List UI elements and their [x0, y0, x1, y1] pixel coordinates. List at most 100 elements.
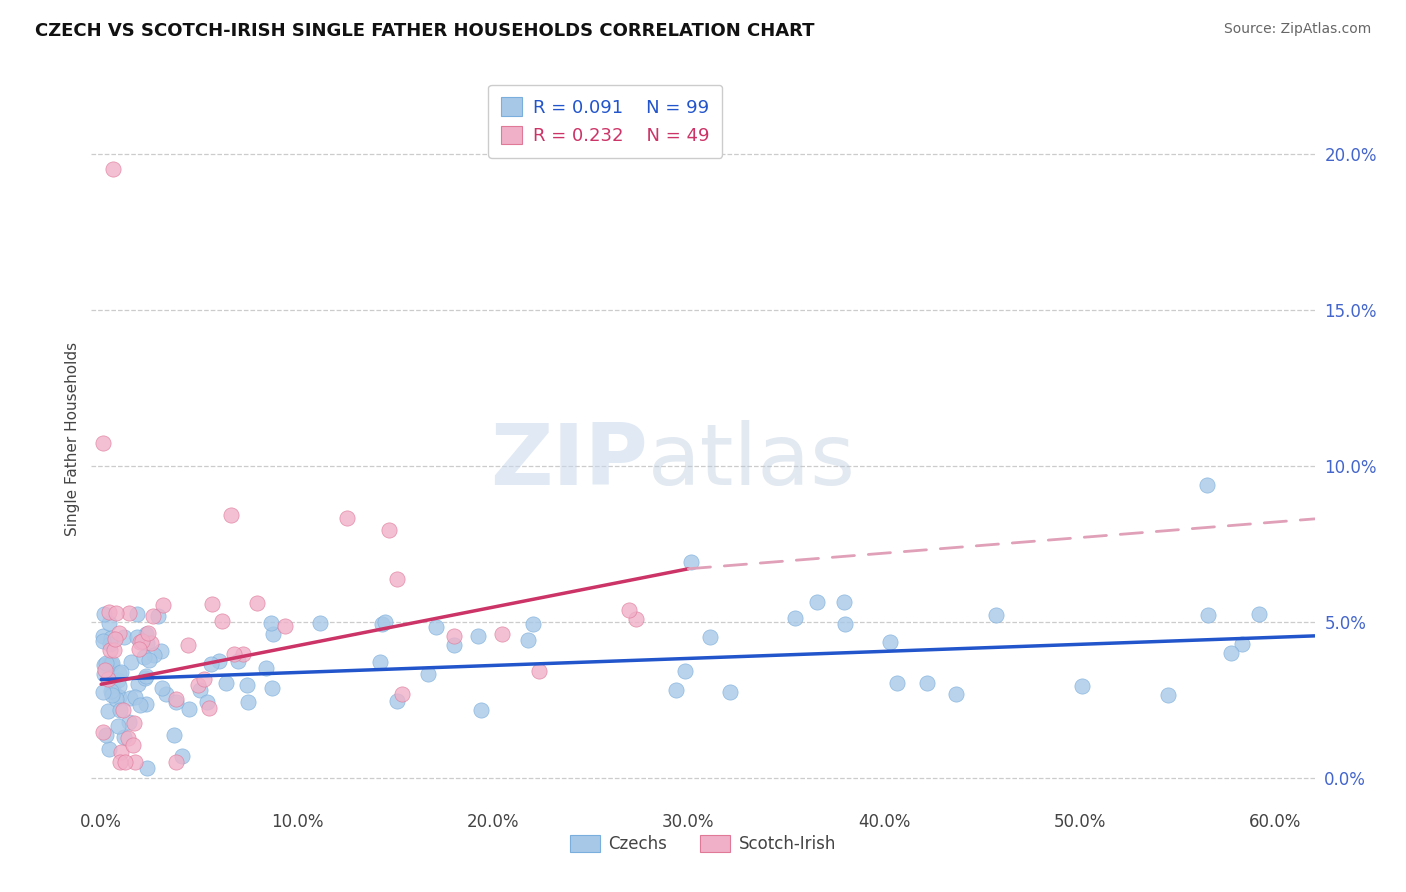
- Point: [527, 665, 550, 679]
- Point: [134, 649, 156, 664]
- Point: [131, 633, 153, 648]
- Point: [101, 683, 124, 698]
- Point: [150, 681, 173, 695]
- Point: [219, 508, 242, 522]
- Point: [114, 756, 136, 770]
- Point: [129, 634, 152, 648]
- Point: [107, 719, 129, 733]
- Point: [93, 685, 115, 699]
- Point: [94, 663, 117, 677]
- Point: [443, 638, 465, 652]
- Point: [1232, 637, 1254, 651]
- Point: [127, 631, 149, 645]
- Point: [118, 714, 141, 729]
- Point: [142, 609, 165, 624]
- Point: [235, 678, 257, 692]
- Point: [97, 672, 120, 686]
- Point: [122, 716, 145, 731]
- Text: CZECH VS SCOTCH-IRISH SINGLE FATHER HOUSEHOLDS CORRELATION CHART: CZECH VS SCOTCH-IRISH SINGLE FATHER HOUS…: [35, 22, 814, 40]
- Point: [879, 635, 901, 649]
- Point: [135, 697, 157, 711]
- Point: [517, 632, 540, 647]
- Point: [374, 615, 396, 630]
- Point: [228, 654, 250, 668]
- Point: [93, 657, 115, 672]
- Point: [124, 690, 146, 705]
- Point: [141, 635, 163, 649]
- Point: [165, 756, 187, 770]
- Point: [108, 756, 131, 770]
- Point: [195, 695, 218, 709]
- Point: [112, 630, 135, 644]
- Point: [96, 704, 118, 718]
- Point: [98, 657, 121, 671]
- Point: [120, 655, 142, 669]
- Point: [98, 643, 121, 657]
- Point: [1247, 607, 1270, 622]
- Point: [391, 687, 413, 701]
- Point: [984, 607, 1007, 622]
- Point: [385, 694, 408, 708]
- Point: [128, 641, 150, 656]
- Point: [467, 629, 489, 643]
- Point: [232, 647, 254, 661]
- Point: [945, 687, 967, 701]
- Point: [100, 657, 122, 672]
- Point: [200, 597, 222, 611]
- Point: [127, 677, 149, 691]
- Point: [91, 629, 114, 643]
- Point: [371, 616, 394, 631]
- Point: [134, 671, 156, 685]
- Point: [1220, 646, 1243, 660]
- Point: [832, 595, 855, 609]
- Point: [624, 611, 647, 625]
- Point: [117, 731, 139, 745]
- Point: [97, 615, 120, 630]
- Point: [187, 678, 209, 692]
- Point: [336, 511, 359, 525]
- Point: [470, 703, 492, 717]
- Point: [170, 748, 193, 763]
- Point: [177, 638, 200, 652]
- Point: [108, 626, 131, 640]
- Point: [104, 632, 127, 646]
- Point: [135, 626, 157, 640]
- Point: [177, 702, 200, 716]
- Point: [124, 756, 146, 770]
- Point: [260, 616, 283, 631]
- Point: [91, 725, 114, 739]
- Point: [152, 598, 174, 612]
- Point: [91, 436, 114, 450]
- Point: [806, 595, 828, 609]
- Point: [108, 690, 131, 704]
- Point: [97, 605, 120, 619]
- Point: [136, 636, 159, 650]
- Point: [165, 694, 187, 708]
- Point: [94, 728, 117, 742]
- Point: [101, 656, 124, 670]
- Point: [105, 607, 128, 621]
- Point: [834, 617, 856, 632]
- Point: [103, 642, 125, 657]
- Point: [110, 665, 132, 679]
- Point: [91, 633, 114, 648]
- Point: [136, 762, 159, 776]
- Point: [1157, 688, 1180, 702]
- Text: atlas: atlas: [648, 419, 856, 502]
- Point: [522, 616, 544, 631]
- Point: [107, 673, 129, 688]
- Point: [238, 695, 260, 709]
- Point: [262, 681, 284, 695]
- Point: [665, 683, 688, 698]
- Point: [378, 523, 401, 537]
- Point: [96, 657, 118, 671]
- Point: [215, 676, 238, 690]
- Point: [699, 630, 721, 644]
- Point: [915, 676, 938, 690]
- Point: [104, 692, 127, 706]
- Point: [110, 703, 132, 717]
- Point: [143, 648, 166, 663]
- Point: [254, 661, 277, 675]
- Text: ZIP: ZIP: [491, 419, 648, 502]
- Point: [1071, 679, 1094, 693]
